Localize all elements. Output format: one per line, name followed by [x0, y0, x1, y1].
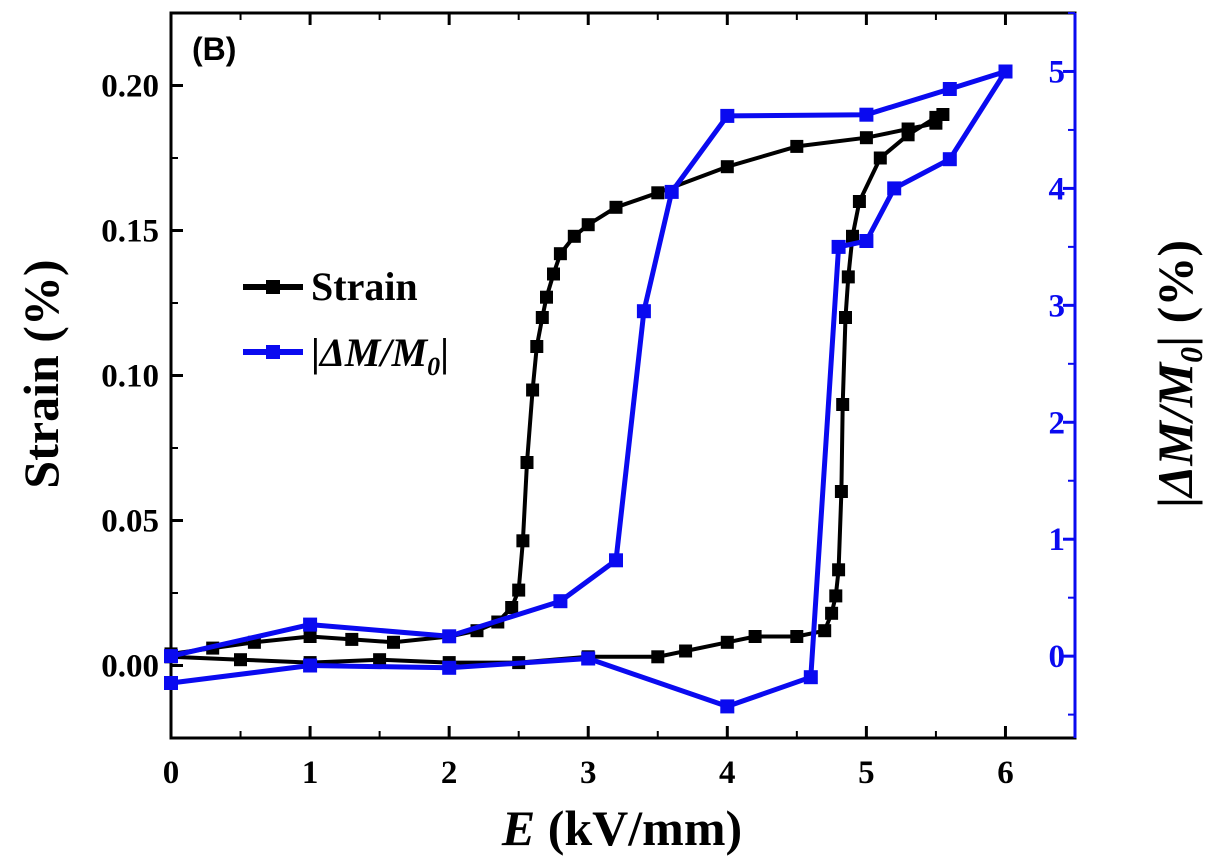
y-left-tick-label: 0.20	[101, 69, 159, 105]
strain-point	[234, 653, 247, 667]
strain-point	[373, 653, 387, 667]
strain-point	[540, 290, 553, 304]
y-right-tick-label: 2	[1049, 405, 1066, 441]
dm-point	[803, 670, 818, 685]
legend: Strain |ΔM/M0|	[243, 264, 449, 381]
dm-point	[720, 108, 735, 123]
dm-point	[609, 553, 623, 568]
strain-point	[651, 650, 665, 664]
dm-point	[581, 651, 596, 666]
y-right-tick-label: 1	[1049, 522, 1066, 558]
strain-point	[516, 534, 530, 548]
strain-point	[832, 563, 846, 577]
dm-point	[720, 699, 735, 714]
strain-point	[859, 131, 873, 145]
strain-point	[790, 630, 804, 643]
strain-point	[581, 218, 595, 232]
x-tick-label: 2	[441, 755, 458, 791]
y-axis-right-title: |ΔM/M0| (%)	[1147, 240, 1209, 508]
strain-point	[873, 151, 887, 165]
y-left-tick-label: 0.15	[101, 214, 159, 250]
dm-point	[831, 239, 846, 254]
dm-point	[164, 649, 178, 664]
x-tick-label: 3	[580, 755, 597, 791]
y-right-tick-label: 3	[1049, 288, 1066, 324]
dm-point	[942, 82, 957, 96]
strain-point	[846, 229, 859, 243]
x-axis-title: E (kV/mm)	[501, 800, 742, 856]
dm-point	[859, 234, 874, 248]
series-dm	[164, 64, 1013, 714]
dm-point	[303, 658, 318, 673]
strain-point	[553, 247, 567, 261]
strain-point	[839, 311, 852, 324]
strain-point	[345, 632, 359, 646]
series-strain	[164, 108, 950, 670]
strain-point	[829, 589, 843, 603]
dm-point	[636, 304, 651, 319]
strain-point	[818, 624, 832, 638]
dm-point	[303, 617, 318, 632]
legend-dm-marker	[266, 345, 280, 359]
strain-point	[651, 186, 665, 200]
strain-point	[790, 139, 804, 153]
strain-point	[841, 270, 855, 284]
strain-point	[834, 485, 848, 498]
strain-point	[535, 311, 549, 324]
x-tick-label: 6	[997, 755, 1014, 791]
strain-point	[609, 200, 623, 214]
strain-point	[901, 128, 915, 142]
strain-point	[929, 110, 943, 124]
y-right-tick-label: 5	[1049, 54, 1066, 90]
x-tick-label: 1	[302, 755, 319, 791]
strain-point	[720, 635, 734, 649]
y-left-tick-label: 0.05	[101, 504, 159, 540]
dm-point	[859, 107, 874, 122]
strain-point	[512, 583, 526, 597]
strain-point	[567, 229, 581, 243]
strain-point	[303, 630, 317, 643]
dm-point	[442, 660, 457, 675]
strain-point	[825, 606, 839, 620]
panel-label: (B)	[192, 31, 236, 67]
strain-point	[679, 644, 693, 658]
legend-strain-label: Strain	[311, 264, 418, 309]
legend-strain-marker	[266, 280, 280, 294]
x-tick-label: 4	[719, 755, 736, 791]
y-left-tick-label: 0.10	[101, 359, 159, 395]
dm-point	[942, 152, 957, 167]
strain-point	[748, 630, 762, 643]
dm-point	[164, 676, 178, 690]
dm-point	[998, 64, 1013, 79]
strain-point	[505, 601, 519, 614]
strain-point	[387, 635, 400, 649]
legend-dm-label: |ΔM/M0|	[311, 330, 449, 381]
strain-point	[720, 160, 734, 174]
strain-point	[836, 398, 850, 411]
y-right-tick-label: 0	[1049, 639, 1066, 675]
dm-point	[887, 181, 902, 196]
dm-point	[442, 629, 457, 644]
strain-point	[530, 340, 544, 353]
x-tick-label: 0	[163, 755, 180, 791]
strain-point	[520, 456, 534, 469]
strain-point	[852, 195, 866, 208]
y-right-tick-label: 4	[1049, 171, 1066, 207]
x-tick-label: 5	[858, 755, 875, 791]
strain-point	[547, 267, 560, 281]
y-axis-left-title: Strain (%)	[13, 259, 69, 488]
dm-point	[664, 184, 679, 199]
dm-line	[170, 69, 1008, 709]
dm-point	[553, 594, 568, 609]
strain-point	[526, 383, 540, 397]
y-left-tick-label: 0.00	[101, 649, 159, 685]
